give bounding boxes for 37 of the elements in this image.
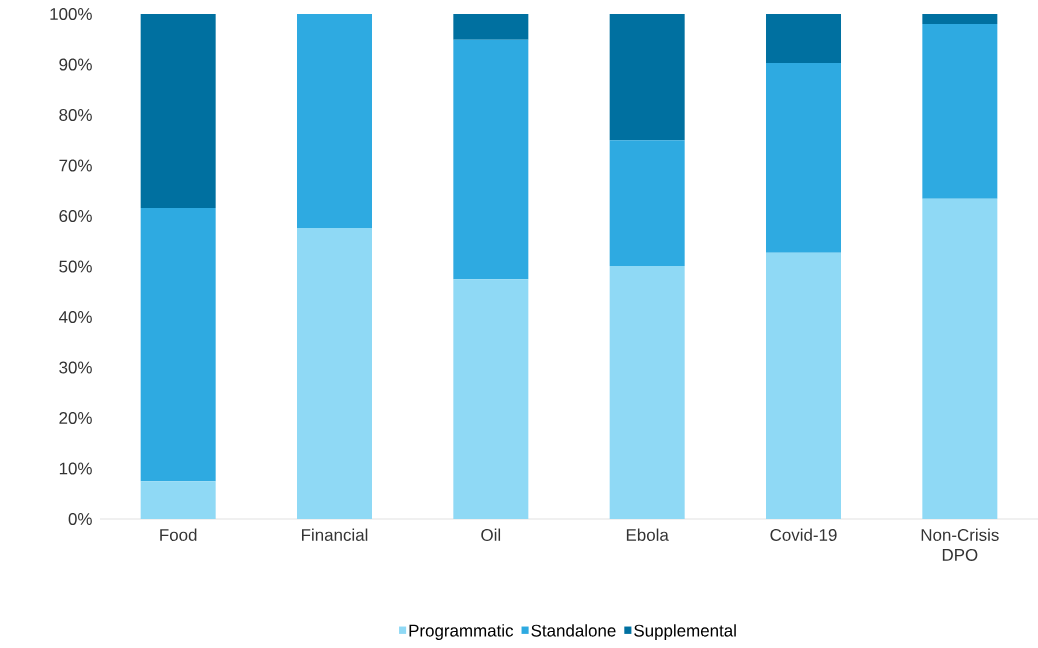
bar — [609, 266, 685, 519]
bar — [140, 207, 216, 482]
bar — [297, 228, 372, 519]
y-tick-label: 30% — [59, 361, 92, 374]
bar — [453, 279, 529, 519]
y-tick-label: 80% — [59, 109, 92, 121]
bar — [140, 14, 216, 208]
x-tick-label: Financial — [302, 528, 368, 541]
x-tick-label: Non-Crisis DPO — [921, 528, 999, 561]
legend-label: Supplemental — [634, 624, 736, 640]
y-tick-label: 70% — [59, 159, 92, 172]
bar — [609, 14, 685, 141]
y-tick-label: 60% — [59, 210, 92, 222]
y-tick-label: 50% — [59, 260, 92, 273]
bar — [453, 39, 529, 280]
y-tick-label: 100% — [50, 8, 92, 20]
bar — [140, 481, 216, 519]
bar — [766, 62, 841, 253]
bar — [922, 24, 998, 199]
legend-label: Programmatic — [409, 624, 514, 640]
x-tick-label: Oil — [481, 528, 501, 541]
bar — [453, 14, 529, 40]
x-tick-label: Ebola — [626, 528, 669, 541]
legend-label: Standalone — [531, 624, 616, 637]
bar — [297, 14, 372, 229]
y-tick-label: 40% — [58, 311, 92, 323]
bar — [766, 252, 841, 519]
y-tick-label: 90% — [59, 58, 92, 71]
x-tick-label: Food — [160, 528, 197, 541]
bar — [922, 14, 998, 25]
y-tick-label: 0% — [68, 513, 92, 525]
y-tick-label: 20% — [59, 412, 92, 424]
bar — [766, 14, 841, 63]
bar — [922, 198, 998, 519]
bar — [609, 140, 685, 266]
y-tick-label: 10% — [59, 462, 92, 475]
x-tick-label: Covid-19 — [770, 528, 837, 541]
